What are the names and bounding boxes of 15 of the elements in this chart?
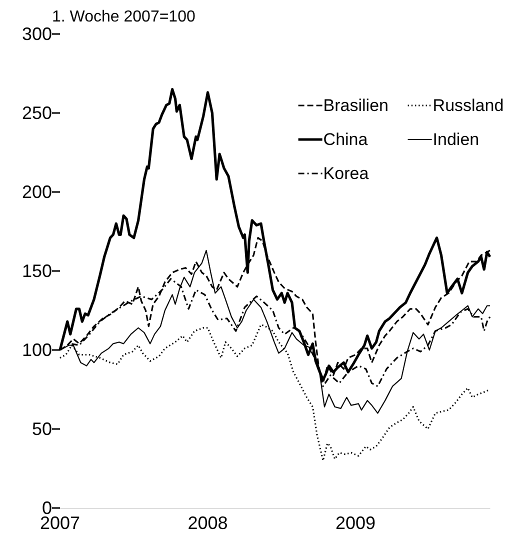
y-tick-label: 100 — [22, 340, 52, 360]
y-tick-label: 50 — [32, 419, 52, 439]
y-axis-title: 1. Woche 2007=100 — [52, 8, 196, 26]
y-tick-label: 200 — [22, 182, 52, 202]
legend-label: Brasilien — [323, 96, 389, 115]
legend-label: China — [323, 130, 368, 149]
x-tick-label: 2007 — [40, 513, 80, 533]
legend-label: Russland — [432, 96, 504, 115]
y-tick-label: 300 — [22, 24, 52, 44]
legend-label: Indien — [432, 130, 480, 149]
legend-label: Korea — [323, 164, 370, 183]
y-tick-label: 250 — [22, 103, 52, 123]
x-tick-label: 2008 — [188, 513, 228, 533]
y-tick-label: 150 — [22, 261, 52, 281]
x-tick-label: 2009 — [336, 513, 376, 533]
